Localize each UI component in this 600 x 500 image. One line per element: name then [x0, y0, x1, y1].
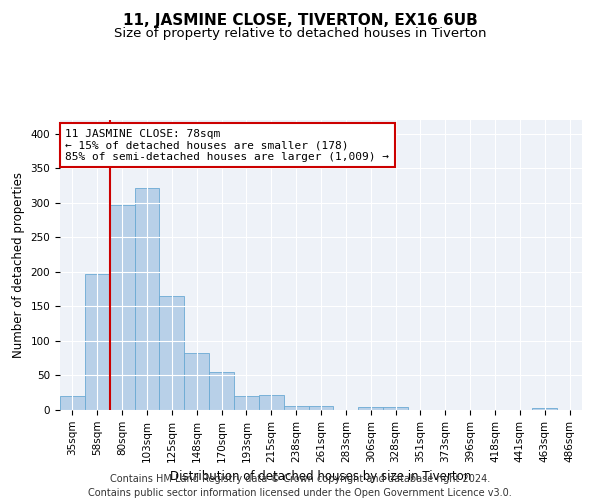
Bar	[110, 205, 134, 410]
Bar	[60, 396, 85, 410]
Bar	[209, 372, 234, 410]
Bar	[259, 395, 284, 410]
Bar	[134, 188, 160, 410]
Text: 11 JASMINE CLOSE: 78sqm
← 15% of detached houses are smaller (178)
85% of semi-d: 11 JASMINE CLOSE: 78sqm ← 15% of detache…	[65, 128, 389, 162]
Bar	[308, 406, 334, 410]
X-axis label: Distribution of detached houses by size in Tiverton: Distribution of detached houses by size …	[170, 470, 472, 483]
Text: 11, JASMINE CLOSE, TIVERTON, EX16 6UB: 11, JASMINE CLOSE, TIVERTON, EX16 6UB	[122, 12, 478, 28]
Bar	[383, 407, 408, 410]
Bar	[284, 406, 308, 410]
Bar	[184, 352, 209, 410]
Text: Contains HM Land Registry data © Crown copyright and database right 2024.
Contai: Contains HM Land Registry data © Crown c…	[88, 474, 512, 498]
Bar	[85, 274, 110, 410]
Bar	[532, 408, 557, 410]
Bar	[234, 396, 259, 410]
Bar	[160, 296, 184, 410]
Text: Size of property relative to detached houses in Tiverton: Size of property relative to detached ho…	[114, 28, 486, 40]
Bar	[358, 406, 383, 410]
Y-axis label: Number of detached properties: Number of detached properties	[12, 172, 25, 358]
